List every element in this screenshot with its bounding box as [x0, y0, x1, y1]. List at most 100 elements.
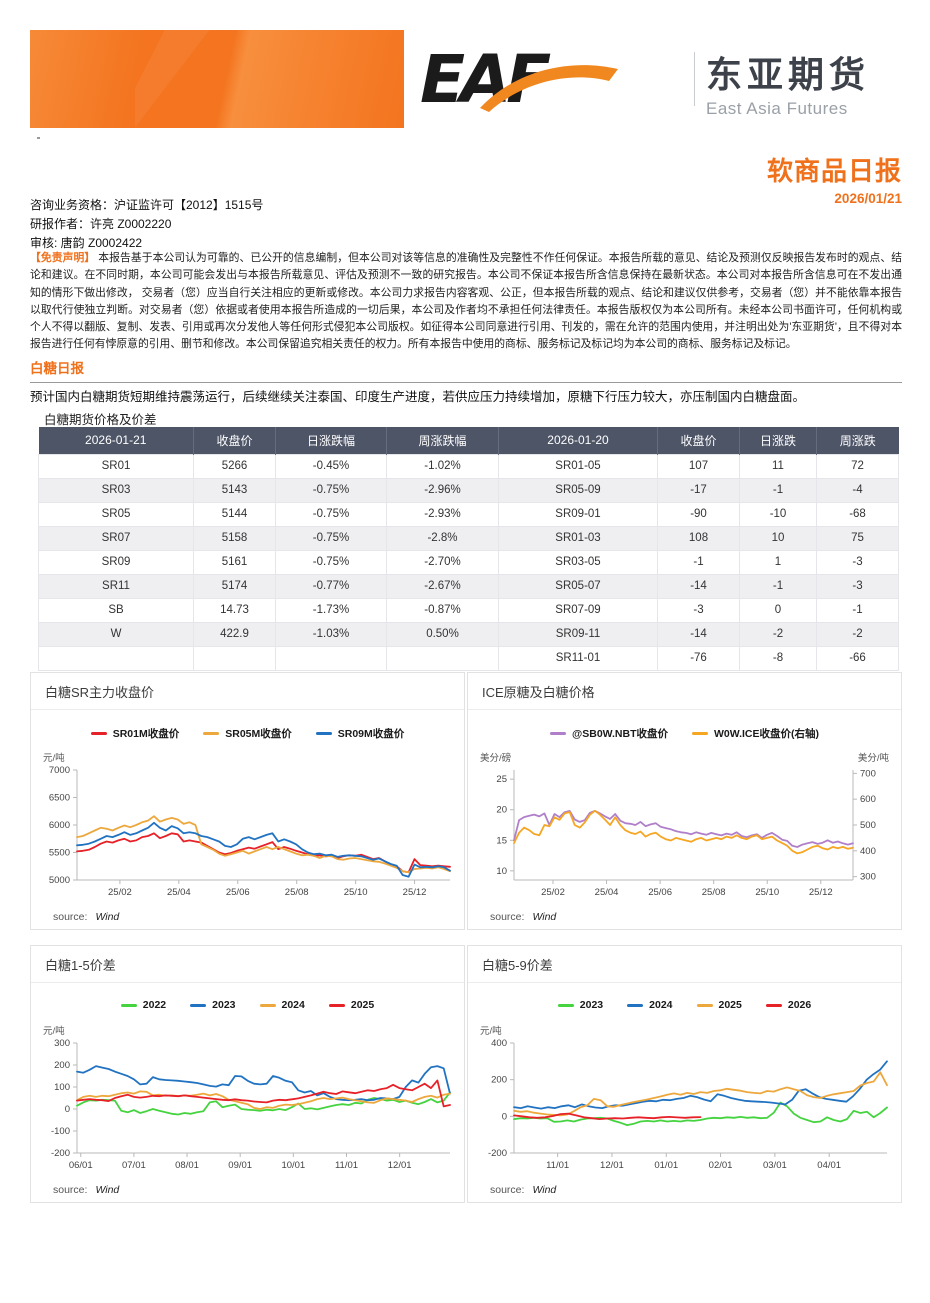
chart-area: 2022 2023 2024 2025 元/吨 -200 -100 0 100 200 300 06/…: [31, 983, 464, 1205]
y-tick-label: 0: [65, 1104, 70, 1115]
chart-card-spread-1-5: 白糖1-5价差 2022 2023 2024 2025 元/吨 -200 -100 0 100 20…: [30, 945, 465, 1203]
table-cell: 108: [657, 525, 740, 551]
table-cell: -0.87%: [386, 597, 499, 623]
y-tick-label: 0: [502, 1111, 507, 1122]
y-tick-label: 7000: [49, 765, 70, 776]
series-line: [76, 1065, 451, 1102]
chart-plot: 5000 5500 6000 6500 7000 25/02 25/04 25/06 25/08…: [49, 765, 451, 898]
table-cell: -0.75%: [275, 477, 387, 503]
section-summary: 预计国内白糖期货短期维持震荡运行，后续继续关注泰国、印度生产进度，若供应压力持续…: [30, 390, 806, 404]
disclaimer: 【免责声明】 本报告基于本公司认为可靠的、已公开的信息编制，但本公司对该等信息的…: [30, 250, 902, 354]
legend-line-icon: [203, 732, 220, 735]
table-header-cell: 2026-01-21: [38, 427, 194, 454]
table-cell: -1: [657, 549, 740, 575]
table-cell: SB: [38, 597, 194, 623]
x-tick-label: 25/08: [285, 887, 309, 898]
legend-line-icon: [120, 1003, 137, 1007]
table-cell: -1.03%: [275, 621, 387, 647]
y-tick-right-label: 700: [860, 768, 876, 779]
source-line: source: Wind: [490, 911, 556, 923]
table-header-cell: 周涨跌: [816, 427, 899, 454]
axis-unit-left: 元/吨: [480, 1026, 502, 1037]
table-cell: SR05: [38, 501, 194, 527]
legend-line-icon: [90, 732, 107, 735]
y-tick-label: 200: [491, 1075, 507, 1086]
brand-divider: [694, 52, 695, 106]
x-tick-label: 25/10: [755, 887, 779, 898]
source-label: source:: [490, 1184, 525, 1196]
source-name: Wind: [95, 911, 120, 923]
table-cell: 5266: [193, 453, 276, 479]
table-cell: -1: [816, 597, 899, 623]
table-cell: SR01-05: [498, 453, 658, 479]
table-cell: 0: [739, 597, 817, 623]
legend-label: W0W.ICE收盘价(右轴): [714, 728, 819, 740]
table-cell: -0.45%: [275, 453, 387, 479]
table-header-row: 2026-01-21 收盘价 日涨跌幅 周涨跌幅 2026-01-20 收盘价 日涨跌 周涨跌: [38, 427, 899, 454]
table-cell: -1.73%: [275, 597, 387, 623]
legend-item: SR01M收盘价: [90, 726, 179, 741]
y-tick-right-label: 600: [860, 794, 876, 805]
table-cell: -68: [816, 501, 899, 527]
chart-title: 白糖1-5价差: [31, 946, 464, 983]
axis-unit-left: 元/吨: [43, 753, 65, 764]
x-tick-label: 25/06: [648, 887, 672, 898]
author-line: 研报作者：许亮 Z0002220: [30, 217, 172, 231]
logo-swoosh-icon: [480, 65, 618, 112]
x-tick-label: 02/01: [709, 1160, 733, 1171]
legend-item: SR09M收盘价: [315, 726, 404, 741]
table-cell: SR01: [38, 453, 194, 479]
series-line: [76, 1091, 451, 1116]
series-line: [513, 1071, 888, 1117]
x-tick-label: 11/01: [546, 1160, 569, 1171]
legend-item: 2026: [765, 999, 812, 1011]
chart-plot: -200 -100 0 100 200 300 06/01 07/01 08/01 09/01 10…: [51, 1038, 451, 1171]
x-tick-label: 25/12: [809, 887, 833, 898]
table-row: SR11 5174 -0.77% -2.67% SR05-07 -14 -1 -3: [38, 573, 899, 599]
table-cell: 5174: [193, 573, 276, 599]
table-row: SR11-01 -76 -8 -66: [38, 645, 899, 671]
disclaimer-body: 本报告基于本公司认为可靠的、已公开的信息编制，但本公司对该等信息的准确性及完整性…: [30, 252, 903, 351]
y-tick-label: 15: [496, 835, 507, 846]
chart-area: SR01M收盘价 SR05M收盘价 SR09M收盘价 元/吨 5000 5500 6000 6…: [31, 710, 464, 932]
series-line: [513, 1101, 888, 1126]
report-date: 2026/01/21: [834, 191, 902, 206]
x-tick-label: 03/01: [763, 1160, 787, 1171]
legend-label: 2026: [787, 999, 812, 1011]
x-tick-label: 09/01: [228, 1160, 252, 1171]
legend-line-icon: [550, 732, 566, 735]
legend-item: @SB0W.NBT收盘价: [550, 726, 668, 741]
chart-legend: SR01M收盘价 SR05M收盘价 SR09M收盘价: [31, 726, 464, 741]
table-cell: -3: [816, 573, 899, 599]
x-tick-label: 12/01: [600, 1160, 624, 1171]
table-cell: 10: [739, 525, 817, 551]
brand-banner: [30, 30, 404, 128]
table-cell: -4: [816, 477, 899, 503]
report-title-block: 软商品日报 2026/01/21: [767, 151, 902, 206]
table-cell: 0.50%: [386, 621, 499, 647]
series-line: [513, 1112, 702, 1120]
table-cell: -0.75%: [275, 525, 387, 551]
table-cell: SR03-05: [498, 549, 658, 575]
legend-item: 2025: [328, 999, 374, 1011]
legend-item: 2022: [120, 999, 166, 1011]
table-cell: SR11: [38, 573, 194, 599]
table-caption: 白糖期货价格及价差: [44, 413, 157, 427]
legend-item: W0W.ICE收盘价(右轴): [692, 726, 819, 741]
table-cell: -3: [816, 549, 899, 575]
legend-item: 2024: [259, 999, 305, 1011]
table-cell: -2: [739, 621, 817, 647]
x-tick-label: 25/02: [108, 887, 132, 898]
table-cell: 422.9: [193, 621, 276, 647]
x-tick-label: 25/02: [541, 887, 565, 898]
qualification-line: 咨询业务资格：沪证监许可【2012】1515号: [30, 198, 264, 212]
y-tick-label: 5000: [49, 875, 70, 886]
source-line: source: Wind: [53, 1184, 119, 1196]
series-line: [513, 809, 854, 855]
x-tick-label: 07/01: [122, 1160, 146, 1171]
legend-label: SR05M收盘价: [225, 728, 292, 740]
table-cell: 5144: [193, 501, 276, 527]
table-cell: -14: [657, 573, 740, 599]
chart-card-sr-close: 白糖SR主力收盘价 SR01M收盘价 SR05M收盘价 SR09M收盘价 元/吨 5000…: [30, 672, 465, 930]
y-tick-label: 200: [54, 1060, 70, 1071]
